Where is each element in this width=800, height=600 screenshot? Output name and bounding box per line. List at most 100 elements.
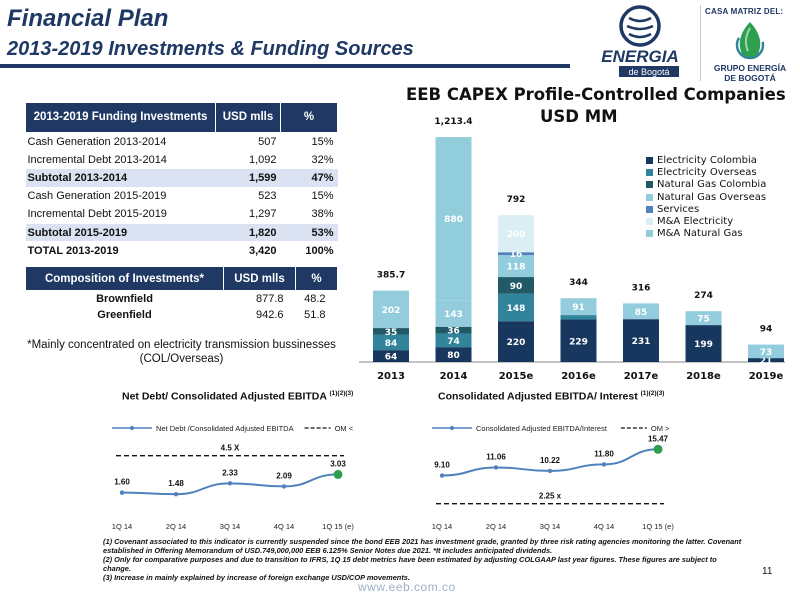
line-legend-label: Consolidated Adjusted EBITDA/Interest (476, 424, 608, 433)
capex-segment-label: 199 (694, 340, 713, 350)
funding-cell-usd: 1,297 (215, 205, 281, 224)
line-legend-marker (130, 426, 134, 430)
series-category-label: 1Q 14 (112, 522, 132, 531)
series-category-label: 1Q 14 (432, 522, 452, 531)
funding-row: Incremental Debt 2015-2019 1,297 38% (25, 205, 338, 224)
legend-label: Natural Gas Colombia (657, 179, 767, 191)
capex-category-label: 2019e (749, 371, 784, 382)
capex-segment-label: 90 (510, 282, 523, 292)
net-debt-title-sup: (1)(2)(3) (329, 390, 354, 397)
series-value-label: 11.80 (594, 449, 614, 458)
capex-segment-label: 143 (444, 310, 463, 320)
footnote-3: (3) Increase in mainly explained by incr… (103, 573, 410, 582)
covenant-label: 2.25 x (539, 492, 562, 501)
funding-cell-pct: 15% (280, 132, 338, 152)
funding-table: 2013-2019 Funding Investments USD mlls %… (25, 102, 338, 261)
legend-item: Natural Gas Colombia (646, 179, 766, 191)
funding-cell-pct: 32% (280, 150, 338, 170)
series-point (119, 490, 125, 495)
series-point (333, 469, 343, 479)
capex-bar-segment (498, 255, 534, 278)
composition-header-row: Composition of Investments* USD mlls % (25, 266, 338, 291)
capex-bar-segment (373, 290, 409, 329)
composition-col-header: Composition of Investments* (25, 266, 224, 291)
funding-row: Incremental Debt 2013-2014 1,092 32% (25, 150, 338, 170)
capex-segment-label: 118 (507, 263, 526, 273)
line-legend-label: Net Debt /Consolidated Adjusted EBITDA (156, 424, 294, 433)
series-value-label: 2.09 (276, 471, 292, 480)
geb-line2: DE BOGOTÁ (724, 73, 775, 83)
capex-bar-segment (373, 334, 409, 351)
funding-row: Subtotal 2013-2014 1,599 47% (25, 168, 338, 188)
capex-bar-segment (623, 319, 659, 362)
interest-title-text: Consolidated Adjusted EBITDA/ Interest (438, 390, 638, 403)
geb-leaf-icon (739, 22, 761, 58)
capex-bar-segment (748, 358, 784, 362)
funding-cell-label: TOTAL 2013-2019 (25, 241, 216, 261)
legend-label: Natural Gas Overseas (657, 191, 767, 203)
capex-bar-segment (560, 298, 597, 316)
composition-cell-usd: 877.8 (255, 292, 284, 305)
net-debt-chart-title: Net Debt/ Consolidated Adjusted EBITDA (… (122, 390, 353, 403)
geb-line1: GRUPO ENERGÍA (714, 63, 786, 73)
legend-item: Services (646, 203, 766, 215)
capex-bar-segment (435, 300, 472, 327)
logo-swirl-icon (626, 16, 654, 39)
logo-sub-bar (619, 66, 679, 77)
capex-segment-label: 220 (507, 338, 526, 348)
series-category-label: 3Q 14 (540, 522, 560, 531)
legend-label: Electricity Colombia (657, 154, 757, 166)
funding-cell-label: Subtotal 2013-2014 (25, 168, 216, 188)
energia-de-bogota-logo: ENERGIA de Bogotá (601, 5, 679, 77)
capex-bar-segment (498, 215, 534, 253)
capex-chart-unit: USD MM (540, 107, 618, 126)
funding-header-row: 2013-2019 Funding Investments USD mlls % (25, 102, 338, 133)
funding-cell-usd: 1,820 (215, 223, 281, 243)
interest-chart-title: Consolidated Adjusted EBITDA/ Interest (… (438, 390, 664, 403)
series-category-label: 3Q 14 (220, 522, 240, 531)
funding-row: TOTAL 2013-2019 3,420 100% (25, 241, 338, 261)
composition-cell-label: Brownfield (96, 292, 153, 305)
series-point (281, 484, 287, 489)
capex-bar-segment (498, 252, 534, 256)
series-value-label: 1.48 (168, 479, 184, 488)
website-link[interactable]: www.eeb.com.co (358, 580, 456, 594)
legend-item: Electricity Colombia (646, 154, 766, 166)
composition-col-header: USD mlls (223, 266, 296, 291)
capex-segment-label: 202 (382, 306, 401, 316)
capex-bar-segment (685, 311, 722, 326)
page-number: 11 (762, 566, 773, 577)
capex-segment-label: 73 (760, 348, 773, 358)
capex-bar-segment (685, 325, 722, 362)
slide-subtitle: 2013-2019 Investments & Funding Sources (7, 38, 414, 60)
capex-segment-label: 16 (510, 250, 523, 260)
series-category-label: 1Q 15 (e) (322, 522, 354, 531)
net-debt-line-chart: Net Debt /Consolidated Adjusted EBITDA OM… (112, 424, 355, 531)
logo-sub-text: de Bogotá (628, 67, 669, 77)
capex-segment-label: 200 (507, 230, 526, 240)
capex-bar-segment (435, 347, 472, 362)
capex-segment-label: 91 (572, 303, 585, 313)
capex-segment-label: 80 (447, 351, 460, 361)
funding-cell-usd: 1,092 (215, 150, 281, 170)
series-value-label: 11.06 (486, 452, 506, 461)
capex-segment-label: 64 (385, 353, 398, 363)
composition-note: *Mainly concentrated on electricity tran… (27, 339, 336, 365)
funding-cell-label: Incremental Debt 2013-2014 (25, 150, 216, 170)
funding-col-header: 2013-2019 Funding Investments (25, 102, 216, 133)
capex-total-label: 385.7 (377, 271, 405, 281)
composition-row: Greenfield 942.6 51.8 (26, 307, 338, 323)
funding-cell-label: Subtotal 2015-2019 (25, 223, 216, 243)
interest-coverage-line-chart: Consolidated Adjusted EBITDA/Interest OM … (432, 424, 675, 531)
series-point (653, 444, 663, 454)
series-point (547, 468, 553, 474)
covenant-legend-label: OM < (335, 424, 354, 433)
composition-cell-pct: 51.8 (304, 308, 326, 321)
legend-swatch (646, 181, 653, 189)
geb-ring-icon (735, 30, 765, 60)
logo-ring-icon (619, 5, 661, 47)
slide-title: Financial Plan (7, 5, 169, 32)
legend-swatch (646, 218, 653, 226)
legend-swatch (646, 205, 653, 213)
